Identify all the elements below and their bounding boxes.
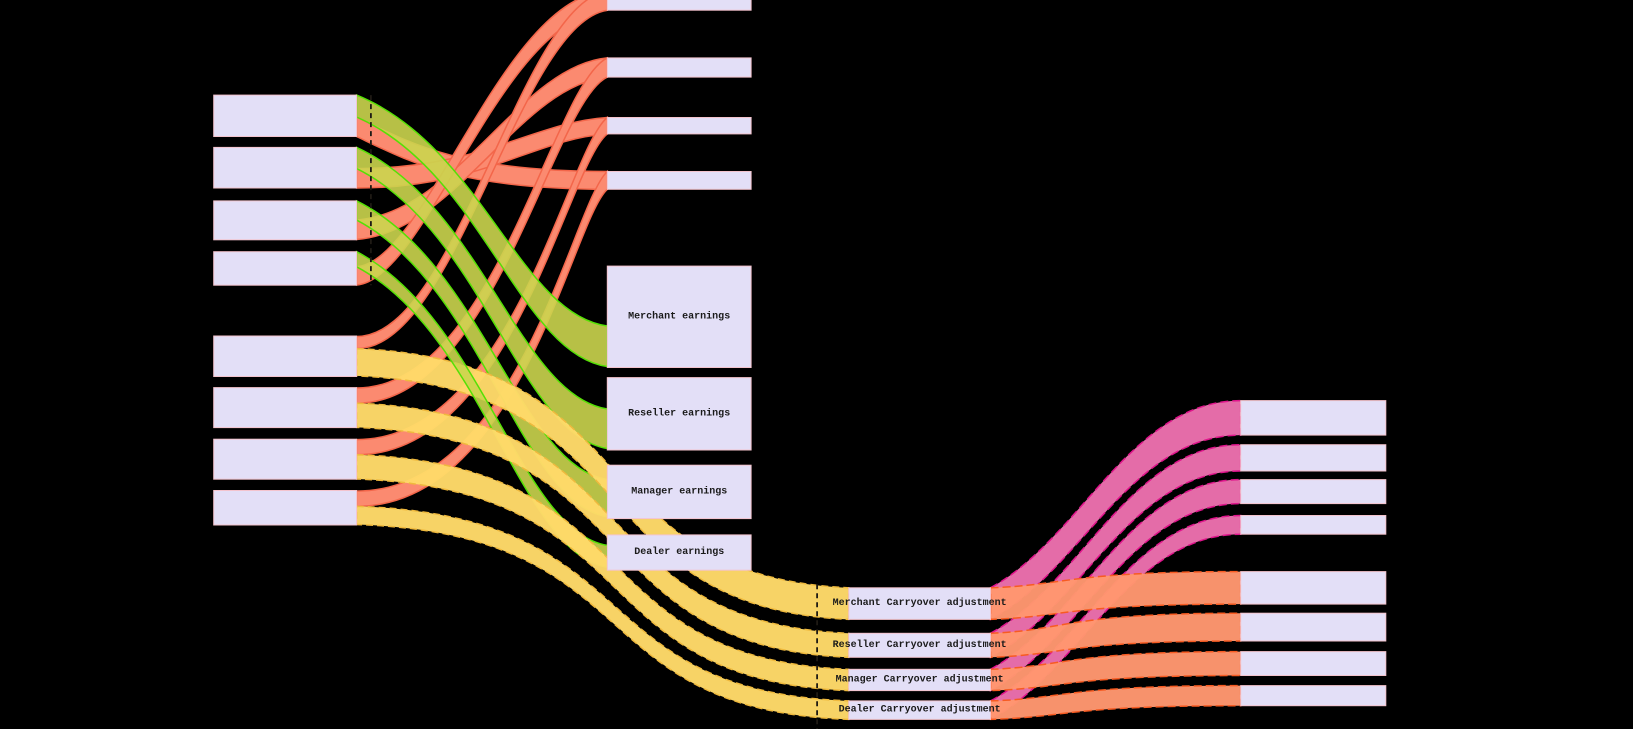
svg-text:Dealer earnings: Dealer earnings <box>634 546 724 558</box>
svg-text:Reseller earnings: Reseller earnings <box>628 407 730 419</box>
svg-text:Manager Carryover adjustment: Manager Carryover adjustment <box>836 674 1004 686</box>
svg-text:Reseller Carryover adjustment: Reseller Carryover adjustment <box>833 639 1007 651</box>
svg-text:Manager earnings: Manager earnings <box>631 485 727 497</box>
svg-text:Dealer Carryover adjustment: Dealer Carryover adjustment <box>839 704 1001 716</box>
svg-text:Merchant earnings: Merchant earnings <box>628 310 730 322</box>
svg-text:Merchant Carryover adjustment: Merchant Carryover adjustment <box>833 597 1007 609</box>
